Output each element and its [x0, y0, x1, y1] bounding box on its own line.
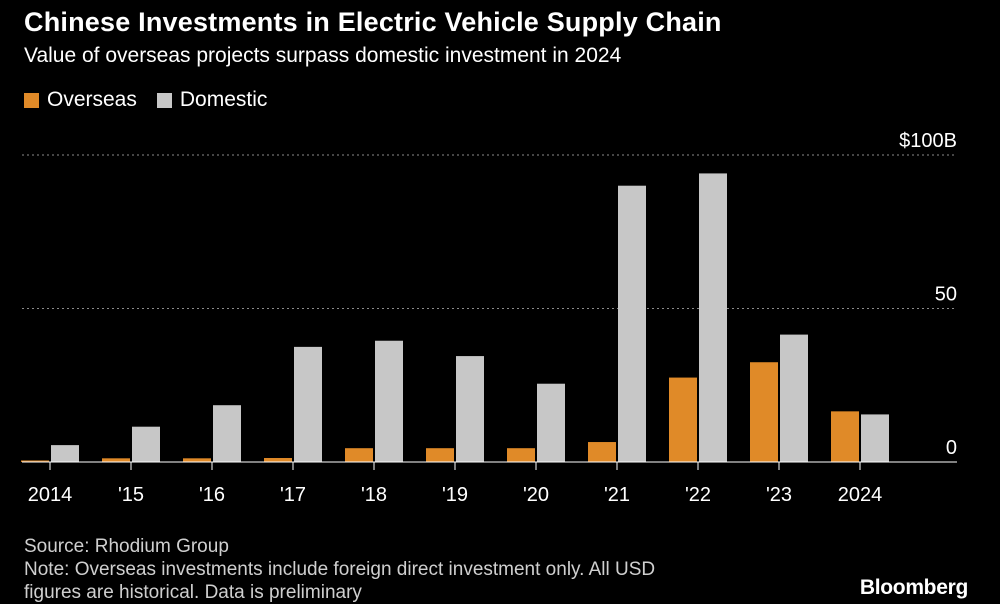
- x-tick-label-9: '23: [766, 484, 792, 506]
- x-tick-label-1: '15: [118, 484, 144, 506]
- bar-domestic-4: [375, 340, 403, 462]
- legend-item-domestic: Domestic: [156, 88, 268, 112]
- note-text-line-2: figures are historical. Data is prelimin…: [24, 582, 362, 603]
- bar-overseas-3: [264, 458, 292, 462]
- bar-overseas-1: [102, 458, 130, 462]
- chart-subtitle: Value of overseas projects surpass domes…: [24, 44, 622, 67]
- bar-domestic-8: [699, 173, 727, 463]
- bar-overseas-9: [750, 362, 778, 462]
- x-tick-label-0: 2014: [28, 484, 73, 506]
- y-tick-label-100: $100B: [899, 130, 957, 152]
- bar-overseas-8: [669, 377, 697, 462]
- bar-domestic-3: [294, 346, 322, 462]
- legend: Overseas Domestic: [24, 88, 287, 112]
- bar-overseas-6: [507, 448, 535, 462]
- footer: Source: Rhodium Group Note: Overseas inv…: [24, 535, 655, 604]
- x-tick-label-3: '17: [280, 484, 306, 506]
- bar-domestic-5: [456, 356, 484, 462]
- chart-title: Chinese Investments in Electric Vehicle …: [24, 7, 722, 37]
- bar-domestic-6: [537, 383, 565, 462]
- bar-domestic-7: [618, 185, 646, 462]
- x-tick-label-5: '19: [442, 484, 468, 506]
- y-tick-label-0: 0: [946, 437, 957, 459]
- bar-domestic-10: [861, 414, 889, 462]
- x-tick-label-2: '16: [199, 484, 225, 506]
- bar-domestic-9: [780, 334, 808, 462]
- bar-overseas-0: [21, 460, 49, 462]
- bloomberg-logo: Bloomberg: [859, 576, 968, 599]
- bar-domestic-1: [132, 426, 160, 462]
- note-text-line-1: Note: Overseas investments include forei…: [24, 559, 656, 580]
- x-tick-label-8: '22: [685, 484, 711, 506]
- legend-label-overseas: Overseas: [47, 88, 137, 111]
- legend-item-overseas: Overseas: [24, 88, 137, 112]
- x-tick-label-6: '20: [523, 484, 549, 506]
- bar-domestic-0: [51, 445, 79, 462]
- y-tick-label-50: 50: [935, 284, 957, 306]
- bar-overseas-5: [426, 448, 454, 462]
- bar-domestic-2: [213, 405, 241, 462]
- legend-swatch-overseas: [24, 92, 39, 108]
- source-text: Source: Rhodium Group: [24, 536, 229, 557]
- bar-overseas-7: [588, 442, 616, 462]
- legend-swatch-domestic: [156, 92, 172, 108]
- x-tick-label-4: '18: [361, 484, 387, 506]
- x-tick-label-7: '21: [604, 484, 630, 506]
- legend-label-domestic: Domestic: [179, 88, 268, 111]
- bar-overseas-10: [831, 411, 859, 462]
- x-tick-label-10: 2024: [838, 484, 883, 506]
- bar-overseas-2: [183, 458, 211, 462]
- bar-overseas-4: [345, 448, 373, 462]
